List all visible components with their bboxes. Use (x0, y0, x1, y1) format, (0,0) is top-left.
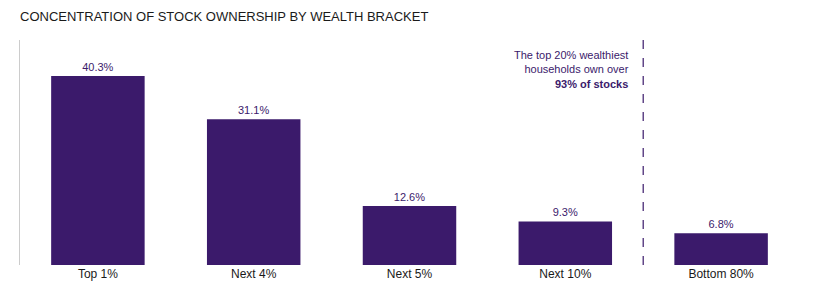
svg-text:31.1%: 31.1% (238, 104, 269, 116)
svg-text:The top 20% wealthiesthousehol: The top 20% wealthiesthouseholds own ove… (514, 49, 629, 90)
svg-text:6.8%: 6.8% (708, 218, 733, 230)
svg-text:Bottom 80%: Bottom 80% (688, 267, 754, 281)
svg-text:Top 1%: Top 1% (78, 267, 118, 281)
svg-text:12.6%: 12.6% (394, 191, 425, 203)
svg-text:CONCENTRATION OF STOCK OWNERSH: CONCENTRATION OF STOCK OWNERSHIP BY WEAL… (20, 9, 428, 24)
svg-text:Next 4%: Next 4% (231, 267, 277, 281)
svg-text:Next 5%: Next 5% (387, 267, 433, 281)
svg-text:40.3%: 40.3% (82, 61, 113, 73)
svg-text:9.3%: 9.3% (553, 206, 578, 218)
svg-text:Next 10%: Next 10% (539, 267, 591, 281)
